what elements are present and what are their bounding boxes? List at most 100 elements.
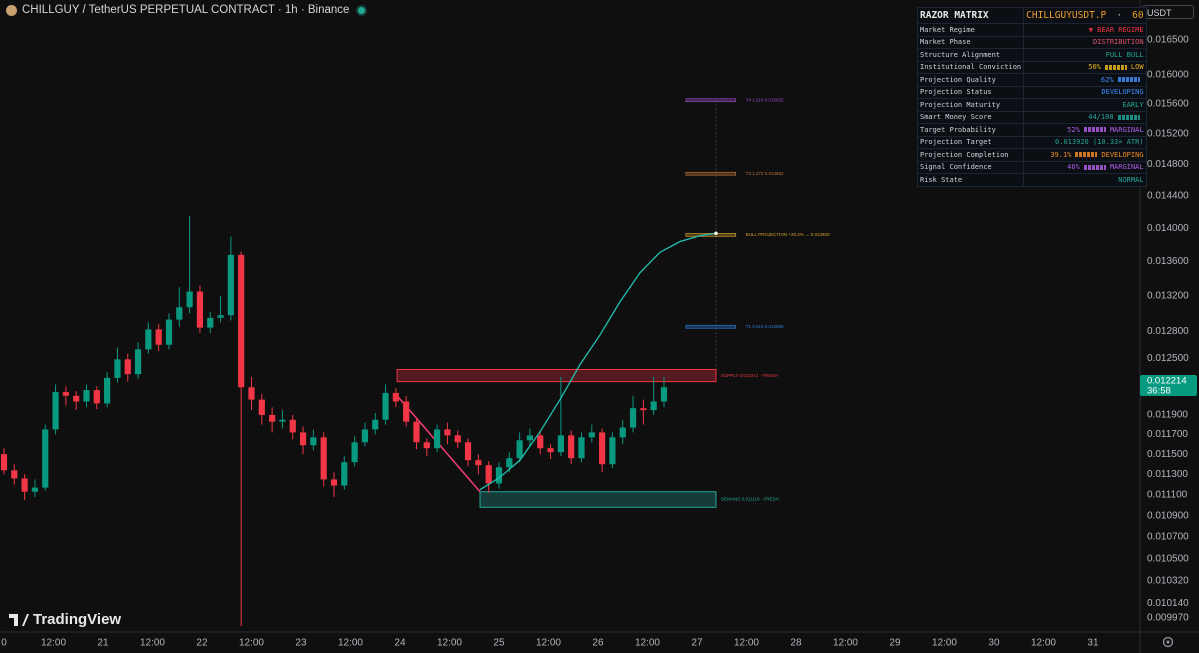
market-status-dot <box>358 6 366 14</box>
brand-logo[interactable]: TradingView <box>9 611 121 628</box>
last-price: 0.012214 <box>1147 376 1187 387</box>
y-tick-label: 0.013600 <box>1147 256 1189 267</box>
matrix-symbol-cell: CHILLGUYUSDT.P · 60 <box>1023 7 1147 24</box>
matrix-status: DEVELOPING <box>1101 88 1144 97</box>
candle-body <box>165 319 173 345</box>
razor-matrix: RAZOR MATRIX CHILLGUYUSDT.P · 60 Market … <box>916 7 1147 187</box>
matrix-value-cell: 44/100 <box>1023 110 1147 124</box>
candle-body <box>21 478 28 492</box>
candle-body <box>423 442 430 449</box>
y-tick-label: 0.011100 <box>1147 489 1188 500</box>
matrix-row: Projection Target 0.013920 (10.33× ATR) <box>916 135 1147 149</box>
x-tick-label: 31 <box>1087 638 1099 649</box>
matrix-value-cell: DEVELOPING <box>1023 85 1147 99</box>
y-tick-label: 0.010320 <box>1147 575 1189 586</box>
matrix-status: DISTRIBUTION <box>1092 38 1144 47</box>
matrix-row: Projection Completion 39.1% DEVELOPING <box>916 148 1147 162</box>
candle-body <box>93 390 100 404</box>
y-tick-label: 0.012500 <box>1147 353 1189 364</box>
matrix-label: Projection Maturity <box>916 98 1025 112</box>
matrix-meter <box>1117 114 1140 120</box>
x-tick-label: 12:00 <box>1031 638 1056 649</box>
matrix-status: LOW <box>1130 63 1144 72</box>
matrix-value: 46% <box>1067 163 1080 172</box>
zone-label: DEMAND 0.011118 · FRESH <box>721 497 779 502</box>
matrix-header: RAZOR MATRIX CHILLGUYUSDT.P · 60 <box>916 7 1147 24</box>
matrix-label: Projection Status <box>916 85 1025 99</box>
matrix-value-cell: NORMAL <box>1023 173 1147 187</box>
y-tick-label: 0.011300 <box>1147 469 1188 480</box>
matrix-meter <box>1083 127 1106 133</box>
y-tick-label: 0.015600 <box>1147 99 1189 110</box>
brand-mark <box>9 613 29 626</box>
matrix-row: Smart Money Score 44/100 <box>916 110 1147 124</box>
y-tick-label: 0.009970 <box>1147 613 1189 624</box>
matrix-row: Signal Confidence 46% MARGINAL <box>916 160 1147 174</box>
x-tick-label: 28 <box>790 638 802 649</box>
matrix-value-cell: ▼ BEAR REGIME <box>1023 23 1147 37</box>
target-label: T4 1.618 0.015652 <box>746 97 784 102</box>
settings-icon[interactable] <box>1162 636 1174 648</box>
candle-body <box>557 435 564 453</box>
candle-body <box>52 391 59 430</box>
candle-body <box>382 392 389 420</box>
candle-body <box>83 390 90 402</box>
y-tick-label: 0.012800 <box>1147 326 1189 337</box>
target-label: BULL PROJECTION +25.2% → 0.013920 <box>746 232 830 237</box>
candle-body <box>516 440 523 459</box>
x-tick-label: 29 <box>889 638 901 649</box>
candle-body <box>238 254 245 388</box>
candle-body <box>444 429 451 436</box>
last-price-badge <box>1140 375 1197 397</box>
matrix-value-cell: 0.013920 (10.33× ATR) <box>1023 135 1147 149</box>
candle-body <box>124 359 131 375</box>
axes: 0.016500 0.016000 0.015600 0.015200 0.014800… <box>1 34 1197 649</box>
currency-select[interactable]: USDT <box>1142 5 1194 19</box>
candle-body <box>454 435 461 443</box>
matrix-label: Target Probability <box>916 123 1025 137</box>
candle-body <box>526 435 534 441</box>
y-tick-label: 0.016500 <box>1147 34 1189 45</box>
y-tick-label: 0.014400 <box>1147 191 1189 202</box>
candle-body <box>660 387 668 402</box>
matrix-row: Structure Alignment FULL BULL <box>916 48 1147 62</box>
zone-label: SUPPLY 0.012241 · FRESH <box>721 373 778 378</box>
candle-body <box>186 291 193 308</box>
candle-body <box>609 437 616 465</box>
candle-body <box>145 329 152 350</box>
candle-body <box>547 448 554 453</box>
candle-body <box>73 395 80 402</box>
matrix-value-cell: 52% MARGINAL <box>1023 123 1147 137</box>
candle-body <box>475 460 482 466</box>
x-tick-label: 12:00 <box>437 638 462 649</box>
matrix-status: FULL BULL <box>1105 50 1144 59</box>
matrix-value: 44/100 <box>1088 113 1114 122</box>
matrix-symbol: CHILLGUYUSDT.P <box>1026 10 1107 21</box>
target-level <box>685 98 737 103</box>
y-tick-label: 0.014800 <box>1147 159 1189 170</box>
x-tick-label: 24 <box>394 638 406 649</box>
candle-body <box>320 437 327 480</box>
candle-body <box>372 419 379 430</box>
y-tick-label: 0.011700 <box>1147 429 1188 440</box>
matrix-value-cell: DISTRIBUTION <box>1023 35 1147 49</box>
y-tick-label: 0.010700 <box>1147 532 1189 543</box>
matrix-status: MARGINAL <box>1109 163 1144 172</box>
matrix-status: 0.013920 (10.33× ATR) <box>1055 138 1144 147</box>
candle-body <box>42 429 49 488</box>
matrix-label: Projection Completion <box>916 148 1025 162</box>
matrix-label: Institutional Conviction <box>916 60 1025 74</box>
matrix-title: RAZOR MATRIX <box>916 7 1025 24</box>
matrix-row: Projection Maturity EARLY <box>916 98 1147 112</box>
y-tick-label: 0.014000 <box>1147 223 1189 234</box>
matrix-meter <box>1104 64 1127 70</box>
candle-body <box>485 465 492 484</box>
symbol-title[interactable]: CHILLGUY / TetherUS PERPETUAL CONTRACT ·… <box>22 4 350 16</box>
x-tick-label: 12:00 <box>239 638 264 649</box>
matrix-row: Market Regime ▼ BEAR REGIME <box>916 23 1147 37</box>
candle-body <box>279 419 286 422</box>
y-tick-label: 0.016000 <box>1147 70 1189 81</box>
matrix-status: MARGINAL <box>1109 125 1144 134</box>
matrix-meter <box>1075 152 1098 158</box>
